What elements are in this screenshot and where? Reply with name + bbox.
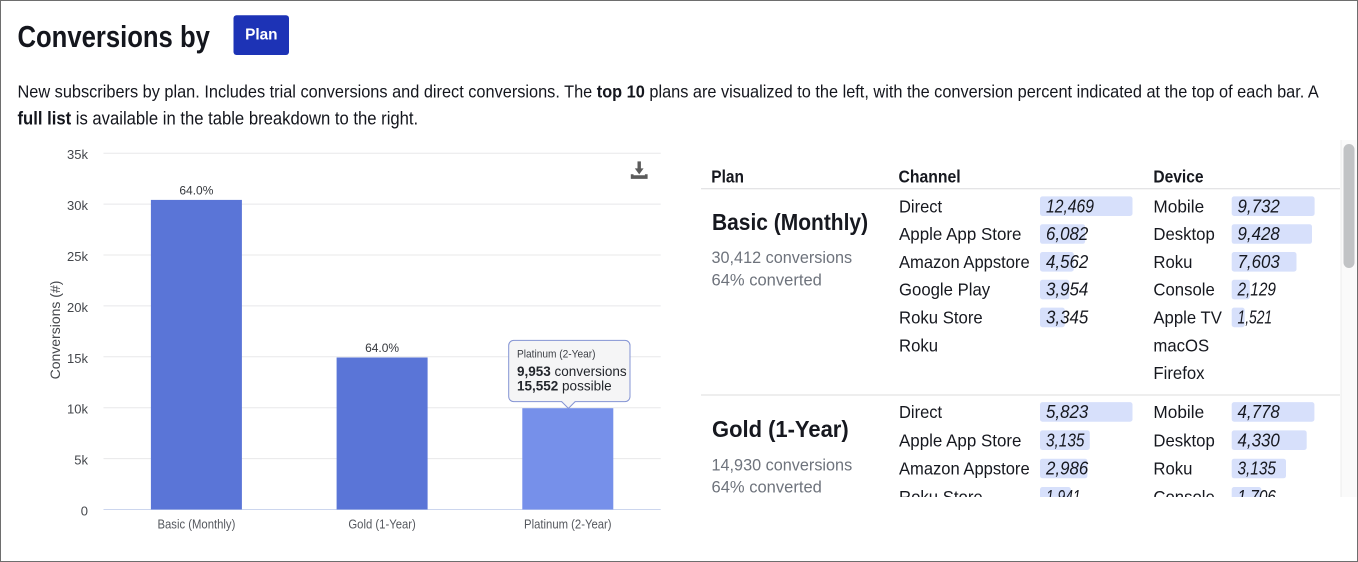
svg-text:macOS: macOS	[1153, 335, 1209, 356]
svg-text:15,552 possible: 15,552 possible	[517, 379, 612, 394]
svg-text:Basic (Monthly): Basic (Monthly)	[712, 209, 868, 235]
svg-text:Apple TV: Apple TV	[1153, 307, 1222, 328]
svg-text:Google Play: Google Play	[899, 279, 990, 300]
svg-text:30k: 30k	[67, 198, 88, 213]
svg-text:Channel: Channel	[899, 167, 961, 187]
svg-text:64% converted: 64% converted	[712, 477, 822, 496]
svg-text:Gold (1-Year): Gold (1-Year)	[712, 416, 849, 443]
svg-text:14,930 conversions: 14,930 conversions	[712, 455, 853, 474]
svg-text:0: 0	[81, 504, 88, 519]
svg-text:9,428: 9,428	[1238, 223, 1280, 244]
svg-text:4,330: 4,330	[1238, 430, 1280, 451]
svg-text:Roku: Roku	[1153, 251, 1192, 272]
svg-text:35k: 35k	[67, 147, 88, 162]
svg-text:3,135: 3,135	[1238, 458, 1277, 479]
svg-text:4,778: 4,778	[1238, 401, 1280, 422]
svg-text:2,129: 2,129	[1237, 279, 1277, 300]
svg-text:9,732: 9,732	[1238, 196, 1280, 217]
svg-text:1,521: 1,521	[1238, 308, 1273, 328]
svg-text:Conversions by: Conversions by	[18, 20, 211, 55]
svg-text:New subscribers by plan. Inclu: New subscribers by plan. Includes trial …	[18, 81, 1320, 102]
svg-text:Platinum (2-Year): Platinum (2-Year)	[524, 517, 612, 532]
svg-text:64.0%: 64.0%	[365, 341, 399, 355]
svg-text:Device: Device	[1153, 166, 1203, 186]
svg-text:Apple App Store: Apple App Store	[899, 430, 1021, 451]
svg-text:7,603: 7,603	[1238, 251, 1280, 272]
svg-text:10k: 10k	[67, 402, 88, 417]
svg-text:Conversions (#): Conversions (#)	[47, 281, 63, 380]
svg-text:Apple App Store: Apple App Store	[899, 224, 1021, 245]
svg-text:4,562: 4,562	[1046, 251, 1088, 272]
svg-text:Gold (1-Year): Gold (1-Year)	[348, 517, 415, 532]
svg-text:Roku Store: Roku Store	[899, 486, 983, 507]
svg-text:3,345: 3,345	[1046, 307, 1088, 328]
svg-text:Basic (Monthly): Basic (Monthly)	[157, 517, 235, 532]
svg-text:64.0%: 64.0%	[179, 183, 213, 197]
svg-text:Roku Store: Roku Store	[899, 307, 983, 328]
svg-text:12,469: 12,469	[1046, 195, 1094, 217]
svg-text:3,954: 3,954	[1046, 279, 1088, 300]
svg-text:30,412 conversions: 30,412 conversions	[712, 248, 853, 267]
svg-text:6,082: 6,082	[1046, 223, 1088, 244]
svg-text:Console: Console	[1153, 279, 1214, 300]
svg-text:25k: 25k	[67, 249, 88, 264]
svg-text:Console: Console	[1153, 486, 1214, 507]
svg-text:2,986: 2,986	[1045, 458, 1088, 479]
svg-text:full list is available in the: full list is available in the table brea…	[18, 108, 419, 129]
svg-text:64% converted: 64% converted	[712, 270, 822, 289]
svg-text:5k: 5k	[74, 453, 88, 468]
svg-text:Amazon Appstore: Amazon Appstore	[899, 458, 1030, 479]
svg-text:Mobile: Mobile	[1153, 402, 1204, 422]
svg-text:Amazon Appstore: Amazon Appstore	[899, 251, 1030, 272]
svg-text:15k: 15k	[67, 351, 88, 366]
svg-text:20k: 20k	[67, 300, 88, 315]
svg-text:3,135: 3,135	[1046, 430, 1085, 451]
svg-text:1,706: 1,706	[1238, 487, 1277, 508]
svg-text:Direct: Direct	[899, 196, 942, 217]
svg-text:Roku: Roku	[899, 335, 938, 356]
svg-text:5,823: 5,823	[1046, 401, 1088, 422]
svg-text:Mobile: Mobile	[1153, 196, 1204, 216]
svg-text:Plan: Plan	[711, 166, 744, 186]
svg-text:Plan: Plan	[245, 26, 277, 43]
svg-text:Platinum (2-Year): Platinum (2-Year)	[517, 348, 596, 360]
svg-text:Desktop: Desktop	[1153, 224, 1214, 245]
svg-text:1,941: 1,941	[1046, 487, 1081, 507]
svg-text:Firefox: Firefox	[1153, 363, 1204, 384]
svg-text:Direct: Direct	[899, 401, 942, 422]
svg-text:9,953 conversions: 9,953 conversions	[517, 364, 627, 379]
svg-text:Roku: Roku	[1153, 458, 1192, 479]
svg-text:Desktop: Desktop	[1153, 430, 1214, 451]
